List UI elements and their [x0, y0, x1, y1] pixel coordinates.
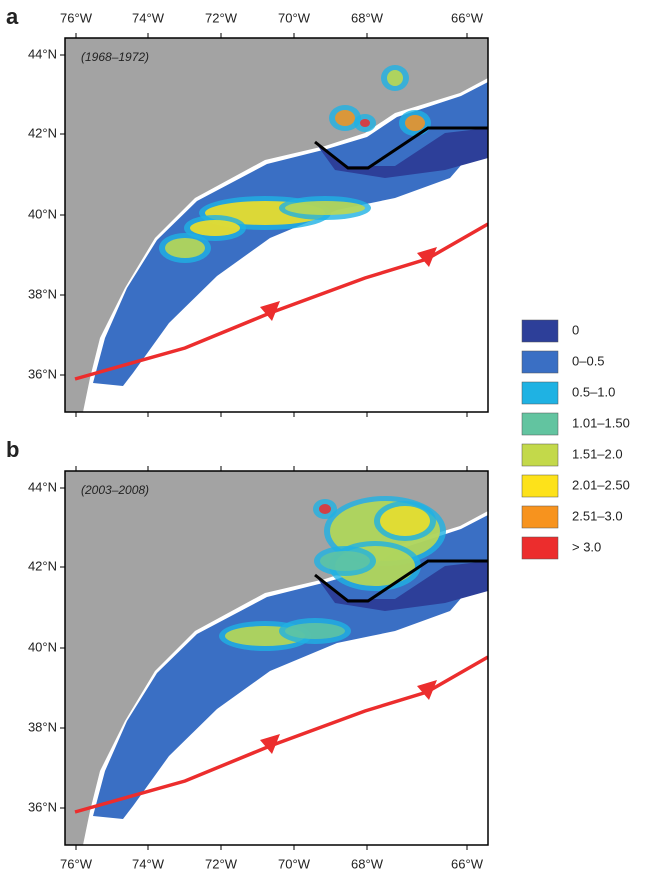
hotspot: [387, 70, 403, 86]
latitude-label: 42°N: [28, 125, 57, 140]
front-arrow: [417, 247, 437, 267]
period-label: (1968–1972): [81, 50, 149, 64]
front-arrow: [260, 734, 280, 754]
legend-swatch: [521, 319, 559, 343]
legend-label: 0–0.5: [572, 353, 605, 368]
map-body: [65, 471, 488, 845]
gulf-stream-front: [74, 655, 488, 814]
legend-swatch: [521, 474, 559, 498]
hotspot: [319, 504, 331, 514]
longitude-label: 70°W: [278, 10, 311, 25]
shelf: [93, 82, 488, 386]
longitude-label: 68°W: [351, 10, 384, 25]
legend-label: 2.51–3.0: [572, 508, 623, 523]
map-frame: [64, 37, 489, 413]
legend-swatch: [521, 381, 559, 405]
legend-label: 1.51–2.0: [572, 446, 623, 461]
latitude-label: 40°N: [28, 206, 57, 221]
legend-label: 0.5–1.0: [572, 384, 615, 399]
latitude-label: 38°N: [28, 286, 57, 301]
hotspot: [405, 115, 425, 131]
map-body: [65, 38, 488, 412]
legend-swatch: [521, 505, 559, 529]
latitude-label: 44°N: [28, 46, 57, 61]
shelf-boundary: [314, 126, 488, 170]
front-arrow: [417, 680, 437, 700]
period-label: (2003–2008): [81, 483, 149, 497]
hotspot: [285, 623, 345, 639]
latitude-label: 44°N: [28, 479, 57, 494]
map-frame: [64, 470, 489, 846]
hotspot: [165, 238, 205, 258]
gulf-stream-front: [74, 222, 488, 381]
shelf-deep: [315, 128, 488, 178]
front-arrow: [260, 301, 280, 321]
hotspot: [190, 220, 240, 236]
legend-label: > 3.0: [572, 539, 601, 554]
land: [65, 38, 488, 412]
map-panel: (1968–1972) 76°W 74°W 72°W 70°W 68°W 66°W 44°N 4…: [28, 10, 489, 417]
latitude-label: 40°N: [28, 639, 57, 654]
latitude-label: 42°N: [28, 558, 57, 573]
panel-letter: a: [6, 4, 19, 29]
legend-label: 0: [572, 322, 579, 337]
panel-letter: b: [6, 437, 19, 462]
longitude-label: 72°W: [205, 10, 238, 25]
legend-label: 1.01–1.50: [572, 415, 630, 430]
legend-swatch: [521, 350, 559, 374]
legend-swatch: [521, 536, 559, 560]
latitude-label: 36°N: [28, 366, 57, 381]
land: [65, 471, 488, 845]
shelf-boundary: [314, 559, 488, 603]
hotspot: [360, 119, 370, 127]
longitude-label: 70°W: [278, 856, 311, 871]
legend-swatch: [521, 443, 559, 467]
longitude-label: 76°W: [60, 856, 93, 871]
latitude-label: 36°N: [28, 799, 57, 814]
legend-label: 2.01–2.50: [572, 477, 630, 492]
longitude-label: 74°W: [132, 10, 165, 25]
longitude-label: 72°W: [205, 856, 238, 871]
longitude-label: 66°W: [451, 856, 484, 871]
latitude-label: 38°N: [28, 719, 57, 734]
hotspot: [285, 201, 365, 215]
longitude-label: 76°W: [60, 10, 93, 25]
longitude-label: 74°W: [132, 856, 165, 871]
shelf-deep: [315, 561, 488, 611]
longitude-label: 68°W: [351, 856, 384, 871]
hotspot: [335, 110, 355, 126]
map-panel: (2003–2008) 76°W 74°W 72°W 70°W 68°W 66°W 44°N 4…: [28, 466, 489, 871]
hotspot: [320, 551, 370, 571]
longitude-label: 66°W: [451, 10, 484, 25]
shelf: [93, 515, 488, 819]
legend-swatch: [521, 412, 559, 436]
hotspot: [380, 506, 430, 536]
